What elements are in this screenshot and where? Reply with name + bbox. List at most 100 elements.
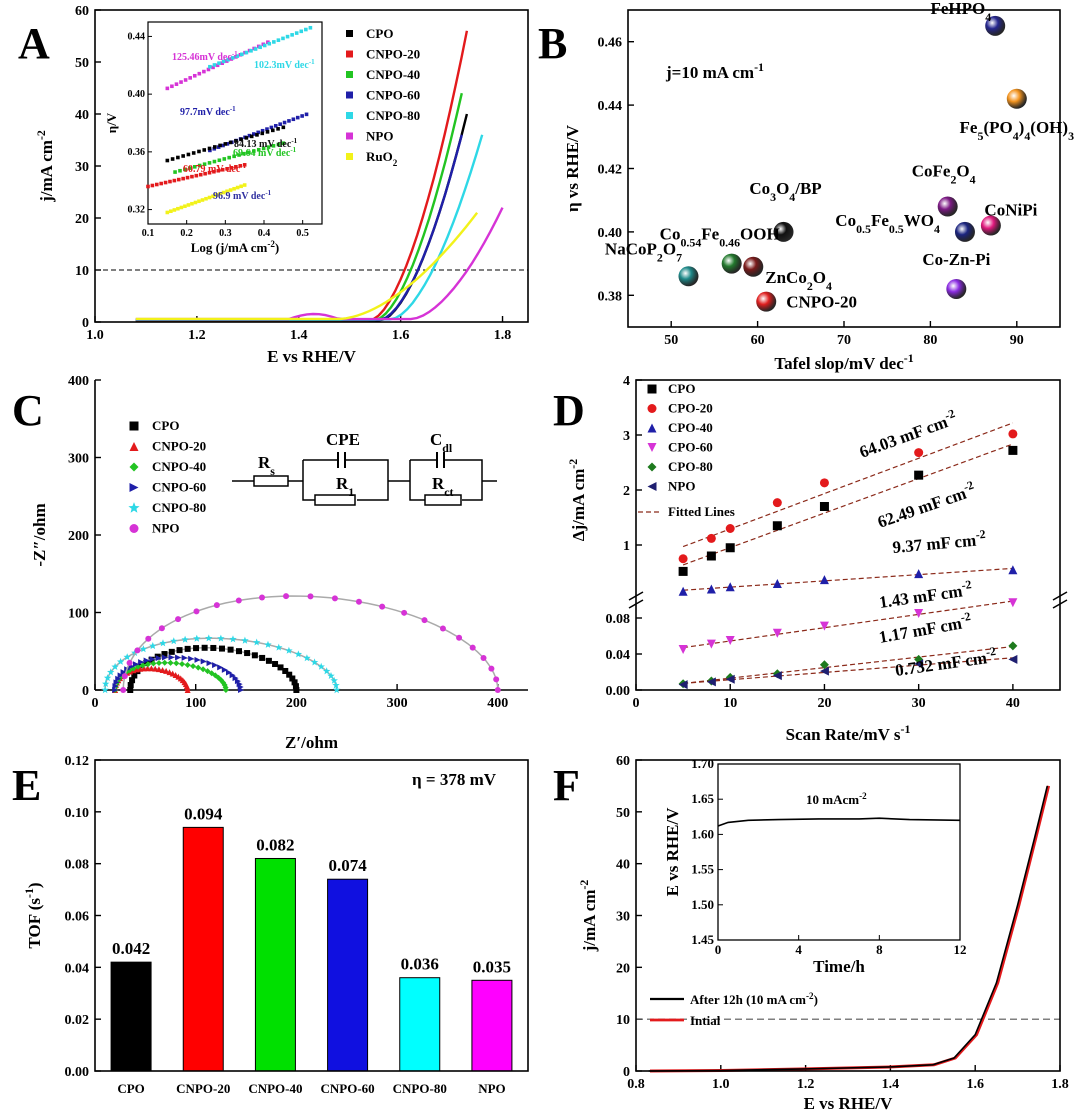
panel-c-point: [161, 659, 168, 666]
panel-f-ylabel-part: j/mA cm: [580, 890, 599, 953]
panel-f-ylabel: j/mA cm-2: [577, 880, 599, 953]
panel-e-bar: [254, 857, 296, 1072]
panel-d-point: [819, 621, 829, 631]
panel-a-inset-ytick-label: 0.36: [128, 147, 146, 158]
panel-b-point-label-part: 0.5: [889, 222, 904, 236]
panel-d-x-tick-label: 30: [912, 696, 926, 711]
panel-d-point: [706, 639, 716, 649]
panel-a-y-tick-label: 40: [75, 108, 89, 123]
panel-c-point: [213, 602, 220, 609]
panel-d-point: [914, 470, 924, 480]
panel-f-inset-ytick-label: 1.60: [691, 826, 714, 841]
panel-a-inset-point: [221, 59, 226, 64]
panel-c-point: [181, 654, 188, 661]
panel-e-y-tick-label: 0.10: [65, 806, 90, 821]
panel-a-inset-point: [174, 82, 179, 86]
panel-c-point: [107, 668, 115, 676]
panel-c-point: [179, 660, 186, 667]
panel-a-inset-point: [267, 41, 272, 46]
panel-c-point: [201, 644, 208, 651]
panel-a-inset-point: [197, 71, 202, 76]
panel-d-point: [819, 478, 829, 488]
panel-d-fit-line: [683, 645, 1013, 685]
panel-a-inset-point: [197, 149, 201, 154]
circuit-label-rs-part: R: [258, 453, 271, 472]
panel-c-point: [217, 664, 224, 671]
panel-a-inset-point: [225, 142, 230, 146]
panel-d-y-lower-tick-label: 0.00: [606, 684, 631, 699]
panel-a-inset-ytick-label: 0.44: [128, 31, 146, 42]
panel-c-point: [127, 687, 134, 693]
panel-c-point: [155, 655, 162, 662]
panel-b-point-label-part: 4: [826, 279, 832, 293]
panel-c-legend-label: CNPO-60: [152, 480, 206, 495]
panel-a-inset-point: [281, 125, 286, 130]
panel-d-x-tick-label: 0: [633, 696, 640, 711]
panel-d-point: [772, 579, 782, 588]
panel-c-point: [264, 640, 272, 648]
panel-e-category-label: CNPO-80: [393, 1081, 447, 1096]
panel-a-inset-point: [308, 25, 313, 30]
panel-c: 0 100 200 300 400 0 100 200 300 400 Z′/ohm -Z″/ohm C…: [30, 374, 528, 752]
panel-a-inset-point: [185, 175, 190, 180]
panel-c-legend-label: CNPO-80: [152, 500, 206, 515]
panel-a-inset-slope-label: 96.9 mV dec-1: [213, 189, 272, 202]
panel-c-legend-label: NPO: [152, 521, 179, 536]
panel-a-inset-point: [169, 209, 173, 214]
panel-a-inset-point: [207, 161, 212, 165]
panel-c-point: [149, 656, 156, 663]
panel-a-inset-point: [276, 142, 281, 147]
panel-b-point-label-part: NaCoP: [605, 239, 657, 258]
panel-d-point: [819, 660, 829, 670]
panel-a-inset-point: [176, 206, 180, 211]
panel-c-point: [195, 664, 202, 671]
panel-a-legend-label: RuO2: [366, 149, 398, 168]
panel-a-inset-point: [181, 176, 185, 181]
panel-c-point: [144, 665, 151, 672]
panel-c-point: [126, 659, 133, 666]
panel-a-inset-point: [239, 137, 243, 142]
panel-c-point: [152, 665, 159, 672]
panel-b-y-tick-label: 0.42: [598, 163, 623, 178]
panel-c-point: [121, 673, 128, 680]
panel-c-point: [181, 635, 189, 643]
panel-a-legend-swatch: [346, 112, 353, 119]
panel-a-inset-slope-label: 84.13 mV dec-1: [234, 137, 298, 150]
panel-a-inset-point: [252, 149, 256, 153]
panel-a-inset-point: [229, 165, 234, 170]
panel-f-y-tick-label: 20: [616, 961, 630, 976]
panel-a-inset-point: [183, 167, 187, 172]
panel-b-point-label-part: Fe: [701, 225, 719, 244]
panel-c-point: [150, 660, 157, 667]
panel-c-y-tick-label: 0: [82, 684, 89, 699]
panel-a: 1.0 1.2 1.4 1.6 1.8 0 10 20 30 40 50 60 E vs RHE/V j/…: [34, 4, 528, 366]
panel-b-point-label: CoNiPi: [984, 201, 1037, 220]
panel-b-x-tick-label: 50: [664, 333, 678, 348]
panel-b-point-label-part: Fe: [960, 118, 978, 137]
panel-b-point-label-part: 4: [789, 190, 795, 204]
panel-c-point: [158, 625, 165, 632]
panel-a-inset-slope-label-part: -1: [291, 137, 297, 145]
panel-e: 0.00 0.02 0.04 0.06 0.08 0.10 0.12 TOF (s-1) η =…: [22, 754, 513, 1096]
panel-c-point: [138, 663, 145, 670]
panel-c-point: [219, 645, 226, 652]
panel-d-annotation: 1.43 mF cm-2: [877, 577, 973, 612]
panel-f-frame: [635, 759, 1061, 1072]
panel-a-inset-point: [225, 189, 229, 194]
panel-d-ylabel-part: Δj/mA cm: [569, 469, 588, 542]
panel-a-inset-point: [191, 151, 196, 155]
panel-c-point: [272, 661, 279, 668]
panel-b-point: [1006, 88, 1027, 109]
panel-f-legend-label: Intial: [690, 1013, 721, 1028]
panel-d-annotation-part: -2: [961, 478, 975, 494]
panel-e-y-tick-label: 0.02: [65, 1013, 90, 1028]
panel-a-inset-point: [295, 115, 300, 120]
panel-a-inset-point: [281, 141, 286, 145]
panel-a-inset-point: [278, 122, 282, 126]
panel-c-point: [132, 661, 139, 668]
panel-a-inset-point: [207, 195, 212, 200]
panel-a-inset-point: [270, 128, 275, 133]
panel-c-point: [173, 660, 180, 667]
panel-a-inset-point: [262, 43, 267, 48]
panel-d-annotation-part: -2: [985, 644, 997, 659]
